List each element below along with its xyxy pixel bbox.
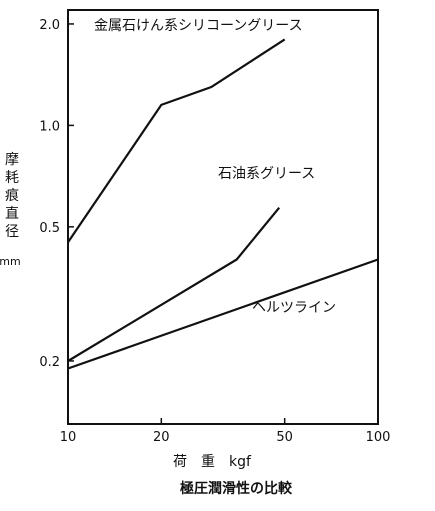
series-label-silicone-grease: 金属石けん系シリコーングリース (94, 18, 303, 34)
series-line-0 (67, 38, 286, 243)
x-tick-label: 20 (153, 430, 170, 445)
y-axis-ticks: 0.2 0.5 1.0 2.0 (39, 18, 74, 370)
figure-caption: 極圧潤滑性の比較 (180, 480, 293, 497)
y-tick-label: 1.0 (39, 119, 60, 134)
x-tick-label: 50 (276, 430, 293, 445)
plot-frame (67, 9, 379, 425)
x-axis-label: 荷 重 kgf (173, 454, 252, 470)
y-tick-label: 0.2 (39, 355, 60, 370)
y-axis-label-char: 直 (5, 205, 19, 222)
x-axis-ticks: 10 20 50 100 (60, 418, 391, 445)
y-axis-unit: mm (0, 255, 21, 268)
series-label-petroleum-grease: 石油系グリース (218, 166, 315, 182)
y-axis-label-char: 痕 (5, 188, 19, 204)
y-axis-label-char: 耗 (5, 170, 19, 186)
x-tick-label: 10 (60, 430, 77, 445)
y-axis-label-char: 摩 (5, 151, 19, 168)
series-label-hertz-line: ヘルツライン (252, 300, 336, 316)
y-tick-label: 0.5 (39, 221, 60, 236)
y-axis-label-char: 径 (5, 224, 19, 240)
series-lines (67, 38, 379, 370)
series-line-2 (67, 258, 379, 370)
y-tick-label: 2.0 (39, 18, 60, 33)
x-tick-label: 100 (366, 430, 391, 445)
series-line-1 (67, 207, 281, 362)
